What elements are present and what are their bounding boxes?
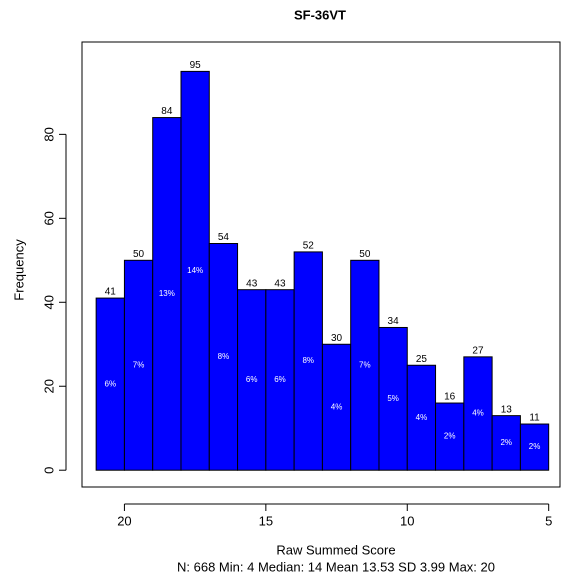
y-axis-label: Frequency	[11, 239, 26, 301]
data-label: 54	[218, 232, 230, 243]
chart-title: SF-36VT	[294, 7, 346, 22]
data-label: 43	[246, 278, 258, 289]
data-label: 11	[529, 413, 540, 424]
percent-label: 6%	[105, 379, 117, 388]
data-label: 30	[331, 333, 343, 344]
data-label: 41	[105, 287, 117, 298]
bar	[378, 326, 408, 471]
bar	[406, 364, 437, 471]
y-tick-label: 0	[41, 467, 56, 474]
percent-label: 2%	[500, 438, 512, 447]
data-label: 95	[190, 60, 202, 71]
percent-label: 8%	[218, 352, 230, 361]
data-label: 16	[444, 392, 456, 403]
percent-label: 7%	[133, 360, 145, 369]
data-label: 34	[388, 316, 400, 327]
x-axis-label: Raw Summed Score	[276, 542, 395, 557]
bar	[463, 356, 493, 471]
percent-label: 2%	[444, 432, 456, 441]
bar	[293, 251, 323, 471]
y-tick-label: 20	[41, 379, 56, 393]
plot-frame	[81, 41, 561, 488]
data-label: 50	[359, 249, 371, 260]
data-label: 43	[274, 278, 286, 289]
percent-label: 4%	[416, 413, 428, 422]
data-label: 25	[416, 354, 428, 365]
bar	[435, 402, 465, 471]
x-tick-label: 5	[545, 513, 552, 528]
percent-label: 4%	[331, 402, 343, 411]
data-label: 52	[303, 241, 315, 252]
x-tick-label: 15	[259, 513, 273, 528]
percent-label: 8%	[302, 356, 314, 365]
data-label: 13	[501, 404, 513, 415]
percent-label: 2%	[529, 442, 541, 451]
data-label: 27	[472, 345, 484, 356]
bar	[350, 259, 380, 471]
percent-label: 6%	[246, 375, 258, 384]
percent-label: 5%	[387, 394, 399, 403]
bar	[265, 289, 295, 471]
y-tick-label: 80	[41, 127, 56, 141]
bar	[237, 289, 267, 471]
percent-label: 6%	[274, 375, 286, 384]
data-label: 50	[133, 249, 145, 260]
bar	[95, 297, 125, 471]
subtitle: N: 668 Min: 4 Median: 14 Mean 13.53 SD 3…	[177, 559, 495, 574]
percent-label: 14%	[187, 266, 203, 275]
y-tick-label: 40	[41, 295, 56, 309]
percent-label: 13%	[159, 289, 175, 298]
x-tick-label: 20	[117, 513, 131, 528]
percent-label: 7%	[359, 360, 371, 369]
y-tick-label: 60	[41, 211, 56, 225]
data-label: 84	[161, 106, 173, 117]
x-tick-label: 10	[400, 513, 414, 528]
bar	[208, 243, 239, 471]
bar	[491, 415, 521, 471]
bar	[519, 423, 550, 471]
percent-label: 4%	[472, 409, 484, 418]
